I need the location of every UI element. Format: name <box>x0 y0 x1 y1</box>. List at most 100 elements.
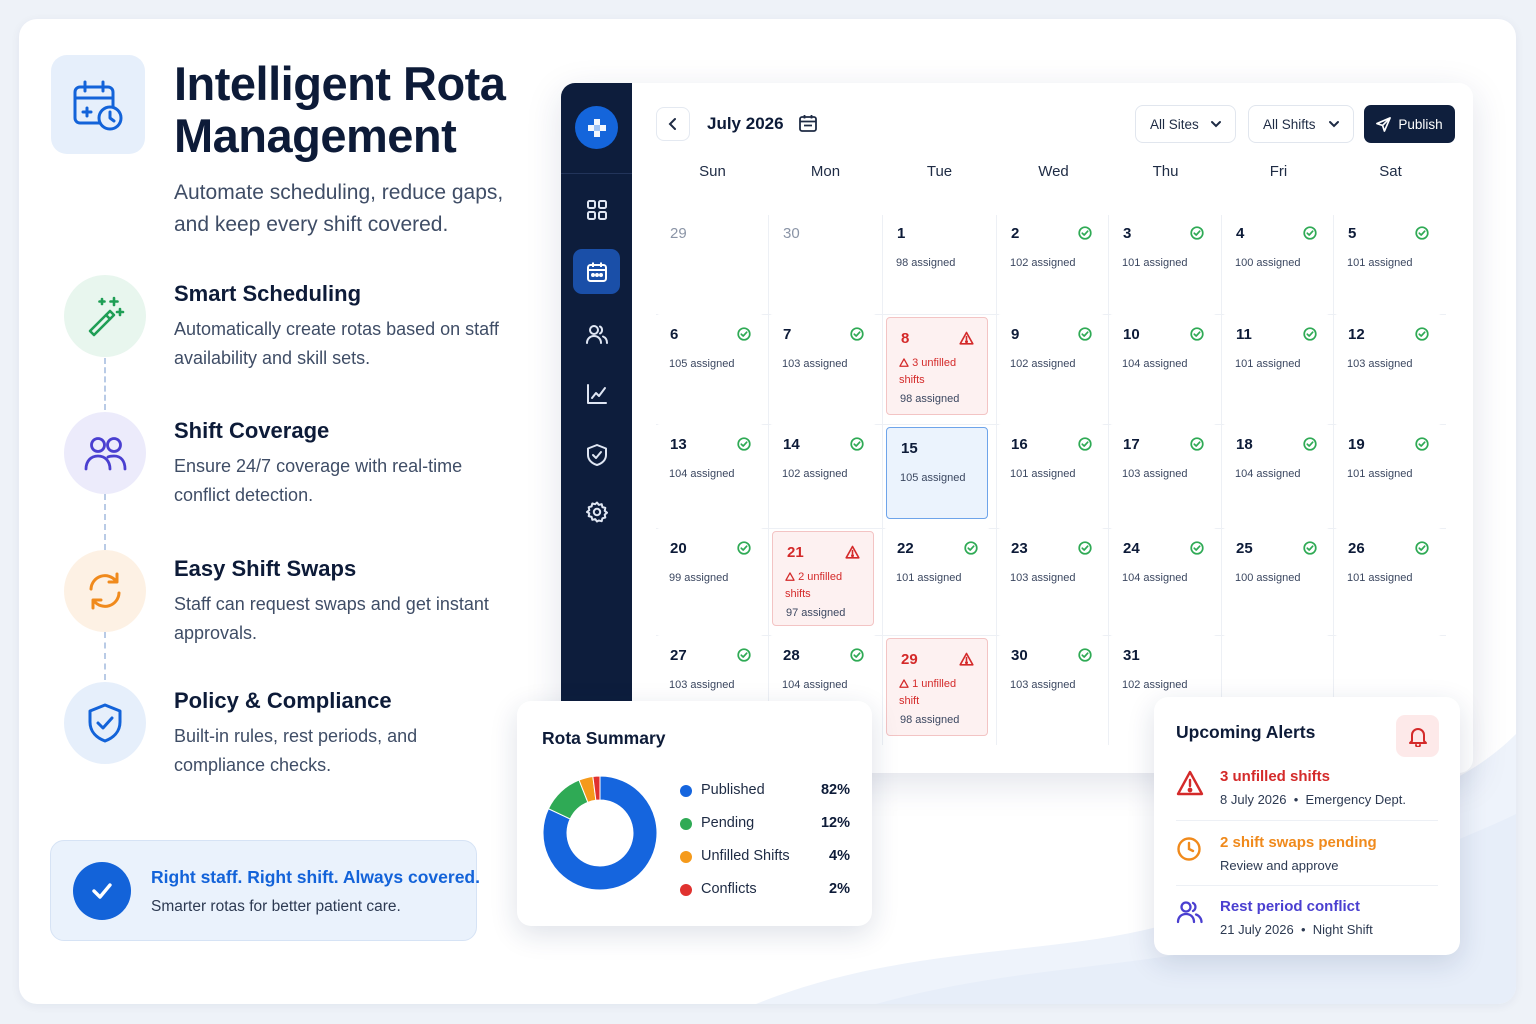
feature-description: Ensure 24/7 coverage with real-time conf… <box>174 456 463 505</box>
grid-line <box>768 215 769 745</box>
calendar-day-2-2[interactable]: 15 105 assigned <box>886 427 988 519</box>
calendar-day-2-0[interactable]: 13 104 assigned <box>656 424 764 522</box>
calendar-day-3-5[interactable]: 25 100 assigned <box>1222 528 1330 629</box>
check-circle-icon <box>1078 437 1092 456</box>
check-circle-icon <box>1415 437 1429 456</box>
calendar-day-2-5[interactable]: 18 104 assigned <box>1222 424 1330 522</box>
day-number: 31 <box>1123 647 1140 664</box>
check-icon <box>73 862 131 920</box>
date-picker-icon[interactable] <box>798 113 818 138</box>
calendar-day-0-1[interactable]: 30 <box>769 213 877 309</box>
calendar-day-0-6[interactable]: 5 101 assigned <box>1334 213 1442 309</box>
check-circle-icon <box>850 327 864 346</box>
calendar-day-3-0[interactable]: 20 99 assigned <box>656 528 764 629</box>
calendar-day-3-6[interactable]: 26 101 assigned <box>1334 528 1442 629</box>
cta-subtitle: Smarter rotas for better patient care. <box>151 898 401 915</box>
calendar-day-0-4[interactable]: 3 101 assigned <box>1109 213 1217 309</box>
calendar-day-1-4[interactable]: 10 104 assigned <box>1109 314 1217 418</box>
assigned-count: 101 assigned <box>1347 572 1413 584</box>
calendar-day-4-2[interactable]: 29 1 unfilled shift 98 assigned <box>886 638 988 736</box>
calendar-day-3-1[interactable]: 21 2 unfilled shifts 97 assigned <box>772 531 874 626</box>
dashboard-icon[interactable] <box>573 187 620 232</box>
feature-easy-shift-swaps: Easy Shift Swaps Staff can request swaps… <box>64 550 504 643</box>
assigned-count: 101 assigned <box>1347 468 1413 480</box>
day-number: 7 <box>783 326 792 343</box>
day-number: 22 <box>897 540 914 557</box>
previous-month-button[interactable] <box>656 107 690 141</box>
feature-shift-coverage: Shift Coverage Ensure 24/7 coverage with… <box>64 412 504 505</box>
connector-line <box>104 494 106 550</box>
warning-triangle-icon <box>845 545 860 564</box>
assigned-count: 99 assigned <box>669 572 729 584</box>
day-number: 3 <box>1123 225 1132 242</box>
day-number: 24 <box>1123 540 1140 557</box>
calendar-day-0-3[interactable]: 2 102 assigned <box>997 213 1105 309</box>
day-number: 26 <box>1348 540 1365 557</box>
legend-value: 4% <box>829 848 850 864</box>
day-number: 17 <box>1123 436 1140 453</box>
check-circle-icon <box>1078 327 1092 346</box>
calendar-day-2-6[interactable]: 19 101 assigned <box>1334 424 1442 522</box>
day-number: 2 <box>1011 225 1020 242</box>
calendar-day-3-4[interactable]: 24 104 assigned <box>1109 528 1217 629</box>
assigned-count: 103 assigned <box>1010 572 1076 584</box>
compliance-shield-icon[interactable] <box>573 432 620 477</box>
alert-title: Rest period conflict <box>1220 898 1361 915</box>
bell-icon[interactable] <box>1396 715 1439 757</box>
site-filter-dropdown[interactable]: All Sites <box>1135 105 1236 143</box>
clock-icon <box>1176 836 1202 867</box>
calendar-day-3-3[interactable]: 23 103 assigned <box>997 528 1105 629</box>
app-logo-icon[interactable] <box>575 106 618 149</box>
check-circle-icon <box>1078 541 1092 560</box>
calendar-day-2-1[interactable]: 14 102 assigned <box>769 424 877 522</box>
assigned-count: 105 assigned <box>900 472 966 484</box>
calendar-day-1-0[interactable]: 6 105 assigned <box>656 314 764 418</box>
month-label: July 2026 <box>707 114 784 133</box>
calendar-day-2-4[interactable]: 17 103 assigned <box>1109 424 1217 522</box>
calendar-day-1-2[interactable]: 8 3 unfilled shifts 98 assigned <box>886 317 988 415</box>
summary-donut-chart <box>542 775 658 891</box>
day-number: 29 <box>901 651 918 668</box>
page-title: Intelligent Rota Management <box>174 57 506 162</box>
legend-swatch <box>680 818 692 830</box>
calendar-day-0-0[interactable]: 29 <box>656 213 764 309</box>
day-number: 30 <box>1011 647 1028 664</box>
calendar-icon[interactable] <box>573 249 620 294</box>
rota-summary-card: Rota Summary Published 82% Pending 12% Unfil… <box>517 701 872 926</box>
alert-item[interactable]: 2 shift swaps pending Review and approve <box>1176 834 1438 890</box>
assigned-count: 103 assigned <box>782 358 848 370</box>
settings-gear-icon[interactable] <box>573 489 620 534</box>
alert-item[interactable]: Rest period conflict 21 July 2026 • Nigh… <box>1176 898 1438 954</box>
legend-value: 12% <box>820 815 850 831</box>
warning-triangle-icon <box>959 652 974 671</box>
calendar-day-1-6[interactable]: 12 103 assigned <box>1334 314 1442 418</box>
calendar-day-0-2[interactable]: 1 98 assigned <box>883 213 991 309</box>
analytics-icon[interactable] <box>573 371 620 416</box>
check-circle-icon <box>1190 437 1204 456</box>
calendar-day-4-3[interactable]: 30 103 assigned <box>997 635 1105 739</box>
publish-button[interactable]: Publish <box>1364 105 1455 143</box>
publish-label: Publish <box>1398 116 1443 132</box>
alert-item[interactable]: 3 unfilled shifts 8 July 2026 • Emergenc… <box>1176 768 1438 824</box>
shift-filter-value: All Shifts <box>1263 116 1316 132</box>
calendar-day-0-5[interactable]: 4 100 assigned <box>1222 213 1330 309</box>
alert-subtitle: Review and approve <box>1220 858 1339 873</box>
calendar-day-1-3[interactable]: 9 102 assigned <box>997 314 1105 418</box>
day-number: 10 <box>1123 326 1140 343</box>
alerts-title: Upcoming Alerts <box>1176 722 1316 742</box>
assigned-count: 102 assigned <box>1010 358 1076 370</box>
sidebar <box>561 83 632 773</box>
assigned-count: 101 assigned <box>1010 468 1076 480</box>
site-filter-value: All Sites <box>1150 116 1199 132</box>
divider <box>561 173 632 174</box>
shift-filter-dropdown[interactable]: All Shifts <box>1248 105 1354 143</box>
day-number: 27 <box>670 647 687 664</box>
calendar-day-1-1[interactable]: 7 103 assigned <box>769 314 877 418</box>
staff-icon[interactable] <box>573 311 620 356</box>
connector-line <box>104 358 106 410</box>
calendar-day-3-2[interactable]: 22 101 assigned <box>883 528 991 629</box>
check-circle-icon <box>850 648 864 667</box>
assigned-count: 104 assigned <box>1122 358 1188 370</box>
calendar-day-2-3[interactable]: 16 101 assigned <box>997 424 1105 522</box>
calendar-day-1-5[interactable]: 11 101 assigned <box>1222 314 1330 418</box>
